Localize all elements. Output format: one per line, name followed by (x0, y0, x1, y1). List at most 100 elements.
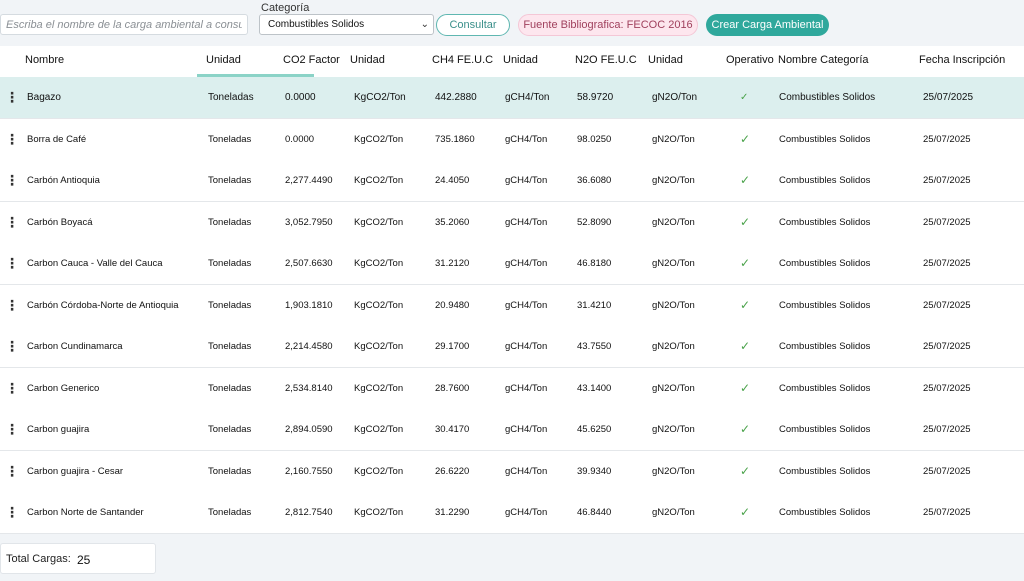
cell-unidad-co2: KgCO2/Ton (354, 133, 404, 145)
cell-nombre-categoria: Combustibles Solidos (779, 382, 871, 394)
total-cargas-box: Total Cargas: 25 (0, 543, 156, 574)
cell-fecha: 25/07/2025 (923, 341, 971, 352)
cell-nombre-categoria: Combustibles Solidos (779, 341, 871, 352)
cell-unidad: Toneladas (208, 424, 252, 435)
check-icon: ✓ (740, 297, 751, 312)
crear-carga-ambiental-button[interactable]: Crear Carga Ambiental (706, 14, 829, 36)
cell-n2o: 45.6250 (577, 424, 612, 435)
header-nombre-categoria[interactable]: Nombre Categoría (778, 54, 869, 66)
cell-unidad-co2: KgCO2/Ton (354, 299, 404, 311)
kebab-icon[interactable]: ⋮ (5, 130, 19, 147)
cell-nombre-categoria: Combustibles Solidos (779, 424, 871, 435)
cell-n2o: 39.9340 (577, 465, 612, 477)
cell-nombre: Carbon Norte de Santander (27, 507, 144, 518)
cell-unidad-n2o: gN2O/Ton (652, 92, 698, 103)
cell-nombre-categoria: Combustibles Solidos (779, 133, 871, 145)
cell-co2-factor: 2,214.4580 (285, 341, 333, 352)
table-row[interactable]: ⋮ Carbon Cundinamarca Toneladas 2,214.4580 K… (0, 326, 1024, 368)
cell-ch4: 31.2290 (435, 507, 470, 518)
cell-unidad: Toneladas (208, 341, 252, 352)
header-nombre[interactable]: Nombre (25, 54, 65, 66)
cell-unidad-n2o: gN2O/Ton (652, 382, 695, 394)
search-input[interactable] (0, 14, 248, 35)
header-unidad[interactable]: Unidad (206, 54, 241, 66)
cell-n2o: 31.4210 (577, 299, 612, 311)
kebab-icon[interactable]: ⋮ (5, 421, 19, 437)
cell-nombre: Carbon Cauca - Valle del Cauca (27, 258, 163, 269)
cell-ch4: 28.7600 (435, 382, 470, 394)
table-row[interactable]: ⋮ Carbon guajira - Cesar Toneladas 2,160.75… (0, 450, 1024, 493)
kebab-icon[interactable]: ⋮ (5, 379, 19, 396)
cell-nombre-categoria: Combustibles Solidos (779, 175, 871, 186)
cell-co2-factor: 0.0000 (285, 133, 315, 145)
cell-nombre-categoria: Combustibles Solidos (779, 258, 871, 269)
cell-unidad: Toneladas (208, 133, 252, 145)
cell-unidad: Toneladas (208, 382, 252, 394)
header-unidad-co2[interactable]: Unidad (350, 54, 385, 66)
cell-unidad-co2: KgCO2/Ton (354, 341, 404, 352)
cell-ch4: 20.9480 (435, 299, 470, 311)
cell-unidad-co2: KgCO2/Ton (354, 175, 404, 186)
cell-co2-factor: 2,894.0590 (285, 424, 333, 435)
table-row[interactable]: ⋮ Carbon Norte de Santander Toneladas 2,812… (0, 492, 1024, 534)
header-operativo[interactable]: Operativo (726, 54, 774, 66)
header-unidad-n2o[interactable]: Unidad (648, 54, 683, 66)
cell-n2o: 52.8090 (577, 216, 612, 228)
cell-fecha: 25/07/2025 (923, 424, 971, 435)
table-row[interactable]: ⋮ Carbón Antioquia Toneladas 2,277.4490 KgCO… (0, 160, 1024, 202)
consultar-button[interactable]: Consultar (436, 14, 510, 36)
table-row[interactable]: ⋮ Bagazo Toneladas 0.0000 KgCO2/Ton 442.2880 g… (0, 77, 1024, 119)
category-select-value: Combustibles Solidos (268, 19, 365, 30)
header-co2-factor[interactable]: CO2 Factor (283, 54, 340, 66)
total-cargas-value: 25 (77, 553, 91, 567)
cell-unidad-co2: KgCO2/Ton (354, 216, 404, 228)
cell-nombre: Carbón Córdoba-Norte de Antioquia (27, 299, 179, 311)
table-row[interactable]: ⋮ Borra de Café Toneladas 0.0000 KgCO2/Ton 73… (0, 118, 1024, 161)
cell-n2o: 46.8440 (577, 507, 612, 518)
category-select[interactable]: Combustibles Solidos ⌄ (259, 14, 434, 35)
table-row[interactable]: ⋮ Carbon Cauca - Valle del Cauca Toneladas… (0, 243, 1024, 285)
header-fecha-inscripcion[interactable]: Fecha Inscripción (919, 54, 1006, 66)
kebab-icon[interactable]: ⋮ (5, 462, 19, 479)
kebab-icon[interactable]: ⋮ (5, 338, 19, 354)
header-ch4[interactable]: CH4 FE.U.C (432, 54, 494, 66)
cell-fecha: 25/07/2025 (923, 382, 971, 394)
table-row[interactable]: ⋮ Carbón Boyacá Toneladas 3,052.7950 KgCO2/T… (0, 201, 1024, 244)
table-row[interactable]: ⋮ Carbon guajira Toneladas 2,894.0590 KgCO2/… (0, 409, 1024, 451)
header-n2o[interactable]: N2O FE.U.C (575, 54, 637, 66)
cell-nombre: Borra de Café (27, 133, 87, 145)
cell-unidad-ch4: gCH4/Ton (505, 299, 548, 311)
kebab-icon[interactable]: ⋮ (5, 255, 19, 271)
cell-unidad-ch4: gCH4/Ton (505, 465, 548, 477)
check-icon: ✓ (740, 422, 751, 436)
cell-ch4: 30.4170 (435, 424, 470, 435)
check-icon: ✓ (740, 463, 751, 478)
cell-ch4: 35.2060 (435, 216, 470, 228)
cell-nombre-categoria: Combustibles Solidos (779, 507, 871, 518)
cell-n2o: 46.8180 (577, 258, 612, 269)
kebab-icon[interactable]: ⋮ (5, 296, 19, 313)
cell-unidad-n2o: gN2O/Ton (652, 341, 695, 352)
cell-ch4: 29.1700 (435, 341, 470, 352)
cell-nombre: Carbón Antioquia (27, 175, 100, 186)
category-label: Categoría (261, 2, 310, 14)
cell-unidad: Toneladas (208, 258, 252, 269)
kebab-icon[interactable]: ⋮ (5, 89, 19, 105)
cell-n2o: 98.0250 (577, 133, 612, 145)
check-icon: ✓ (740, 380, 751, 395)
cell-n2o: 58.9720 (577, 92, 614, 103)
kebab-icon[interactable]: ⋮ (5, 504, 19, 520)
cell-fecha: 25/07/2025 (923, 258, 971, 269)
kebab-icon[interactable]: ⋮ (5, 213, 19, 230)
table-row[interactable]: ⋮ Carbon Generico Toneladas 2,534.8140 KgCO2… (0, 367, 1024, 410)
cell-fecha: 25/07/2025 (923, 175, 971, 186)
cell-co2-factor: 2,160.7550 (285, 465, 333, 477)
cell-co2-factor: 0.0000 (285, 92, 316, 103)
table-row[interactable]: ⋮ Carbón Córdoba-Norte de Antioquia Tonela… (0, 284, 1024, 327)
cell-ch4: 26.6220 (435, 465, 470, 477)
fuente-bibliografica-button[interactable]: Fuente Bibliografica: FECOC 2016 (518, 14, 698, 36)
table-header: Nombre Unidad CO2 Factor Unidad CH4 FE.U… (0, 46, 1024, 78)
cell-unidad-ch4: gCH4/Ton (505, 341, 548, 352)
kebab-icon[interactable]: ⋮ (5, 172, 19, 188)
header-unidad-ch4[interactable]: Unidad (503, 54, 538, 66)
